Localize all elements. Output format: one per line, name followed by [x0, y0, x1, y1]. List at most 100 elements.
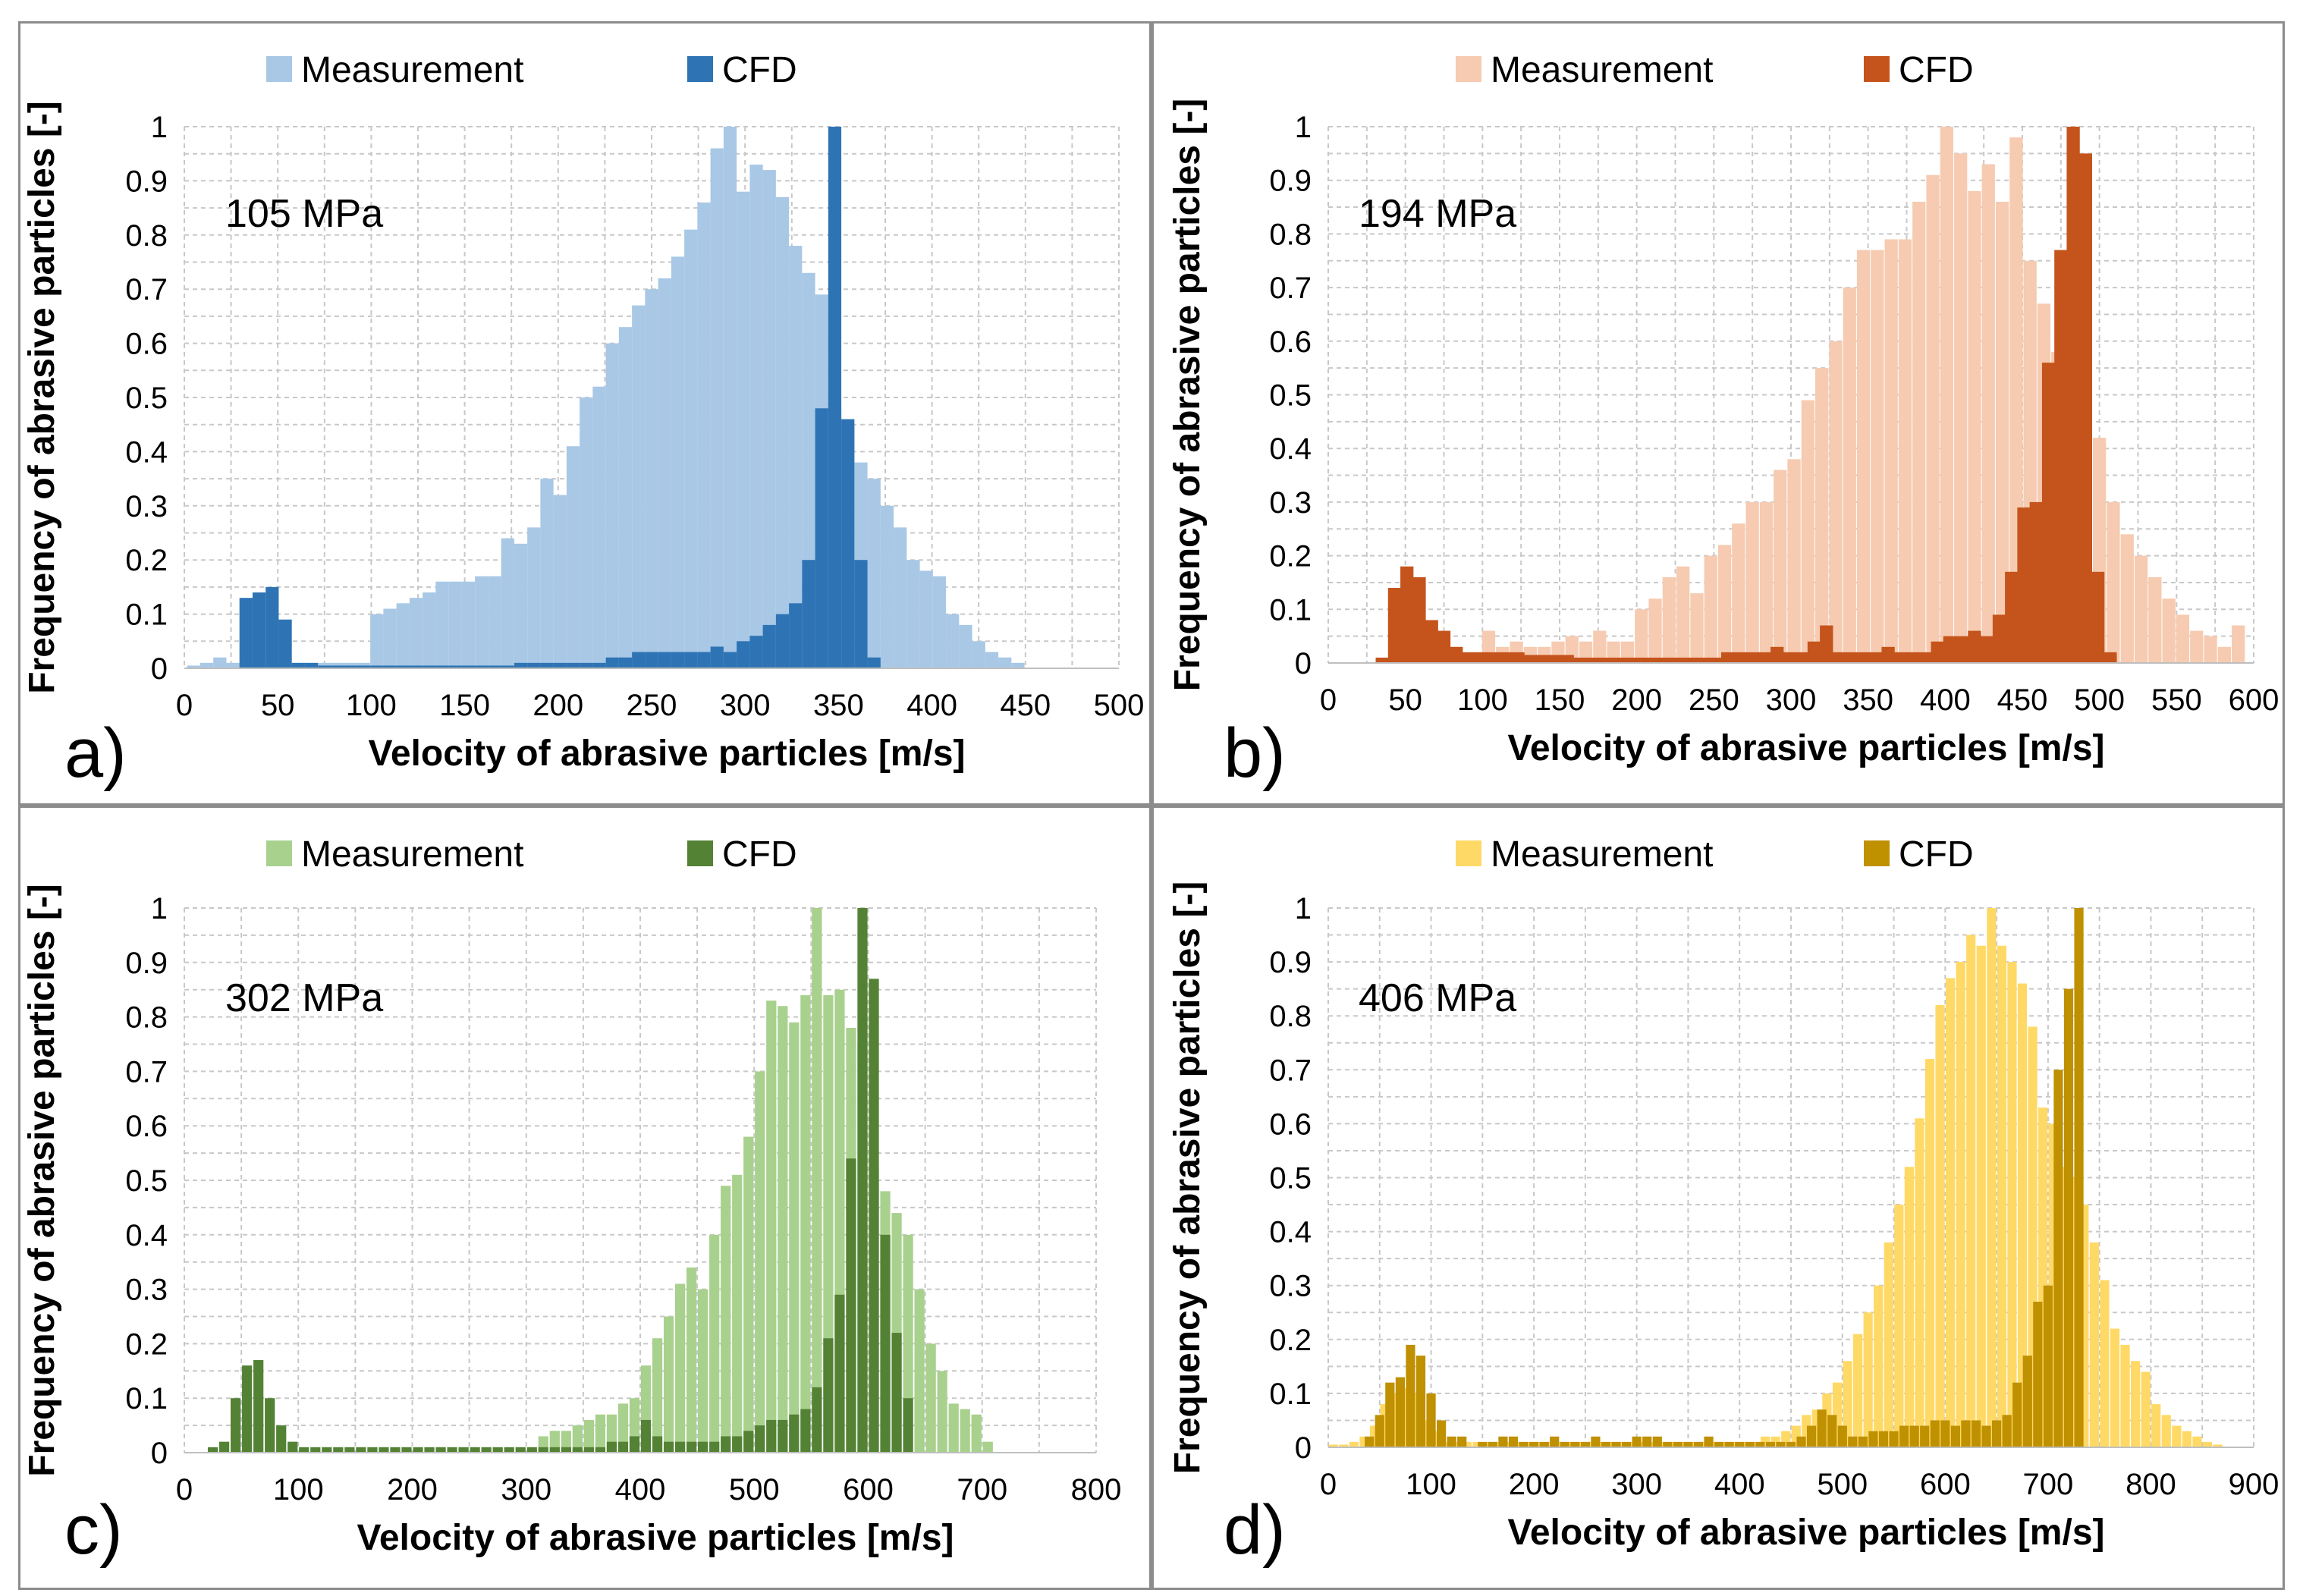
bar-cfd [1659, 657, 1673, 663]
bar-measurement [1732, 523, 1745, 663]
bar-cfd [629, 1436, 640, 1453]
bar-measurement [580, 397, 593, 668]
bar-cfd [1950, 1425, 1960, 1447]
bar-cfd [743, 1431, 754, 1453]
bar-cfd [1573, 657, 1587, 663]
bar-cfd [435, 1447, 446, 1453]
bar-measurement [2100, 1280, 2110, 1447]
bar-measurement [1662, 577, 1676, 663]
bar-cfd [841, 419, 855, 668]
bar-cfd [1622, 1441, 1632, 1447]
bar-cfd [322, 1447, 332, 1453]
bar-cfd [834, 1294, 845, 1453]
bar-cfd [671, 652, 685, 668]
bar-measurement [1637, 1441, 1647, 1447]
bar-cfd [1733, 652, 1747, 663]
bar-cfd [580, 662, 593, 668]
bar-measurement [1328, 1444, 1338, 1447]
bar-cfd [2002, 1415, 2012, 1447]
bar-cfd [492, 1447, 503, 1453]
legend-label-cfd: CFD [1899, 834, 1974, 875]
bar-cfd [370, 665, 384, 668]
y-tick-label: 1 [151, 111, 168, 144]
y-tick-label: 0.5 [1269, 379, 1312, 413]
bar-cfd [239, 598, 253, 668]
bar-measurement [2110, 1328, 2120, 1447]
bar-cfd [823, 1338, 834, 1453]
bar-measurement [461, 581, 476, 668]
legend-swatch-cfd [1864, 840, 1890, 866]
bar-cfd [1827, 1415, 1837, 1447]
bar-measurement [1956, 962, 1965, 1447]
legend-swatch-measurement [266, 840, 292, 866]
bar-cfd [2005, 571, 2019, 663]
bar-measurement [1843, 287, 1856, 663]
bar-measurement [1704, 555, 1717, 663]
bar-cfd [1899, 1425, 1909, 1447]
bar-measurement [1011, 662, 1025, 668]
bar-measurement [409, 598, 423, 668]
bar-cfd [1425, 620, 1438, 663]
x-axis-title: Velocity of abrasive particles [m/s] [1507, 728, 2104, 768]
panel-b: 0 0.1 0.2 0.3 0.4 0.5 0.6 0.7 0.8 0.9 1 0 50 100 150 20… [1152, 21, 2285, 806]
x-tick-label: 200 [1509, 1468, 1560, 1501]
legend-swatch-measurement [1456, 56, 1481, 82]
x-tick-label: 0 [176, 1473, 193, 1506]
bar-measurement [2217, 646, 2232, 663]
bar-measurement [1966, 935, 1976, 1447]
bar-measurement [2131, 1361, 2141, 1447]
bar-cfd [1580, 1441, 1590, 1447]
bar-measurement [2204, 636, 2217, 663]
bar-cfd [1869, 652, 1883, 663]
bar-cfd [1647, 657, 1660, 663]
y-axis-title: Frequency of abrasive particles [-] [1167, 881, 1208, 1475]
bar-measurement [605, 343, 619, 668]
bar-measurement [2007, 962, 2017, 1447]
y-tick-label: 0.1 [125, 1382, 168, 1415]
bar-measurement [2107, 501, 2120, 663]
bar-cfd [1550, 1436, 1560, 1447]
x-tick-label: 500 [1094, 689, 1145, 722]
bar-measurement [2232, 625, 2245, 663]
x-tick-label: 600 [2229, 683, 2279, 717]
bar-measurement [867, 479, 881, 668]
bar-cfd [709, 1441, 720, 1453]
bar-measurement [592, 386, 606, 668]
bar-cfd [515, 1447, 526, 1453]
bar-cfd [458, 1447, 469, 1453]
y-tick-label: 0 [151, 652, 168, 686]
bar-cfd [1663, 1441, 1673, 1447]
legend-label-measurement: Measurement [1491, 834, 1713, 875]
x-tick-label: 700 [957, 1473, 1007, 1506]
bar-cfd [423, 665, 436, 668]
bar-cfd [592, 662, 606, 668]
bar-cfd [253, 1359, 264, 1453]
y-tick-label: 0.6 [125, 328, 168, 361]
bar-measurement [2120, 1344, 2130, 1447]
bar-measurement [1774, 470, 1787, 663]
bar-measurement [1524, 1441, 1534, 1447]
bar-measurement [697, 202, 711, 668]
bar-measurement [1606, 1441, 1616, 1447]
bar-measurement [1871, 250, 1884, 663]
bar-cfd [1683, 1441, 1693, 1447]
bar-cfd [1704, 1436, 1714, 1447]
bar-measurement [971, 1414, 982, 1453]
panel-d: 0 0.1 0.2 0.3 0.4 0.5 0.6 0.7 0.8 0.9 1 0 100 200 300 4… [1152, 806, 2285, 1590]
bar-measurement [1462, 1441, 1472, 1447]
bar-measurement [1926, 174, 1940, 663]
x-tick-label: 500 [729, 1473, 780, 1506]
bar-cfd [1807, 641, 1821, 663]
bar-cfd [1523, 655, 1538, 663]
bar-cfd [488, 665, 501, 668]
y-tick-label: 0.5 [125, 1164, 168, 1198]
bar-measurement [488, 576, 501, 668]
y-tick-label: 0.8 [1269, 218, 1312, 251]
y-tick-label: 0.2 [1269, 540, 1312, 573]
bar-measurement [709, 1234, 720, 1453]
bar-measurement [903, 1234, 913, 1453]
bar-measurement [527, 527, 541, 668]
bar-measurement [1544, 1441, 1554, 1447]
bar-cfd [435, 665, 449, 668]
